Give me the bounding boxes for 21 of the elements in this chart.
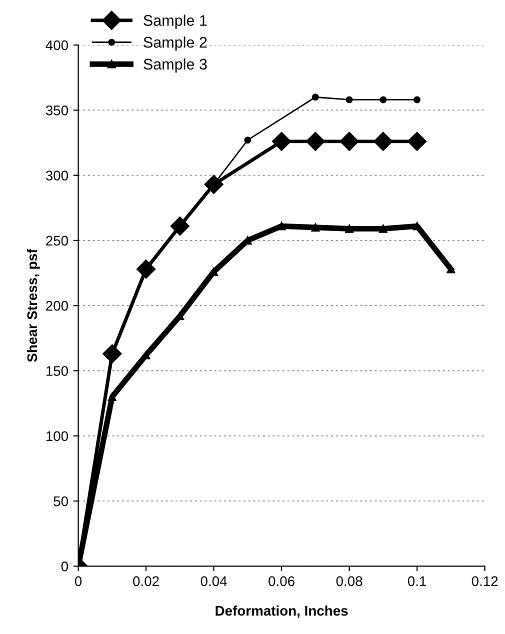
- legend-label: Sample 2: [144, 36, 207, 51]
- y-tick-label: 350: [46, 105, 68, 116]
- x-axis-title: Deformation, Inches: [216, 606, 348, 618]
- y-tick-label: 150: [46, 366, 68, 376]
- x-tick-label: 0.08: [336, 576, 362, 586]
- y-tick-label: 200: [46, 300, 68, 311]
- x-tick-label: 0: [74, 576, 82, 586]
- y-tick-label: 300: [46, 170, 68, 180]
- y-tick-label: 0: [61, 561, 68, 572]
- x-tick-label: 0.12: [472, 576, 498, 586]
- x-tick-label: 0.02: [133, 576, 159, 586]
- y-axis-title: Shear Stress, psf: [26, 248, 40, 362]
- legend-label: Sample 1: [144, 14, 207, 29]
- x-tick-label: 0.06: [268, 576, 294, 586]
- y-tick-label: 400: [46, 40, 68, 50]
- y-tick-label: 250: [46, 236, 68, 246]
- x-tick-label: 0.04: [200, 576, 227, 586]
- x-tick-label: 0.1: [408, 576, 426, 586]
- legend-label: Sample 3: [144, 58, 207, 73]
- y-tick-label: 50: [54, 496, 68, 506]
- y-tick-label: 100: [46, 431, 68, 442]
